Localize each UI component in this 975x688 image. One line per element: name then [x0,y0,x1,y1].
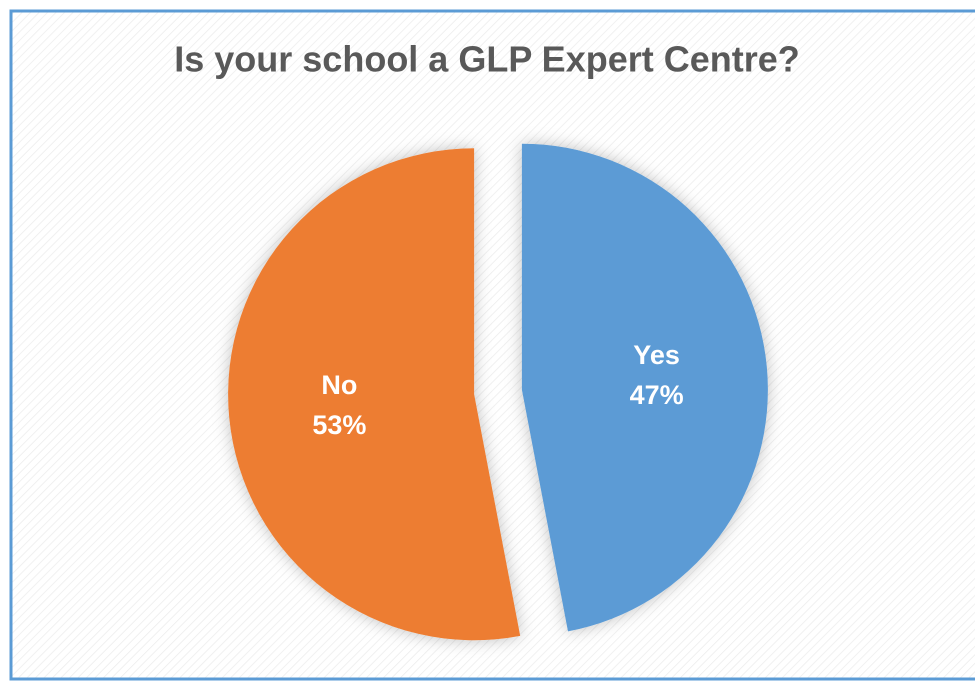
slice-value-label: 53% [312,410,366,440]
slice-category-label: No [321,370,357,400]
pie-slice [228,148,521,641]
chart-title: Is your school a GLP Expert Centre? [174,39,800,80]
slice-value-label: 47% [630,380,684,410]
slice-category-label: Yes [633,340,680,370]
pie-slice [521,143,768,632]
